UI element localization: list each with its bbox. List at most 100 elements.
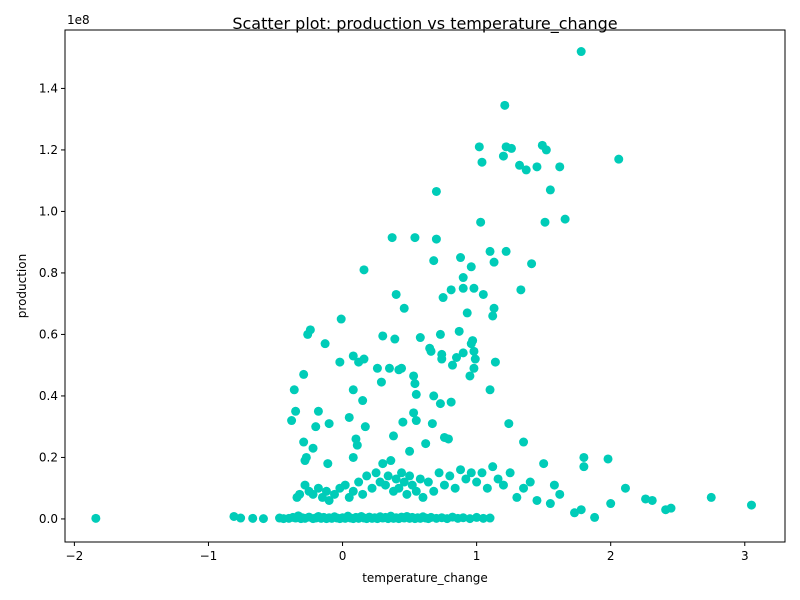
data-point bbox=[324, 419, 334, 429]
data-point bbox=[359, 265, 369, 275]
data-point bbox=[354, 477, 364, 487]
y-tick-label: 0.6 bbox=[39, 327, 58, 341]
data-point bbox=[469, 363, 479, 373]
data-point bbox=[647, 495, 657, 505]
data-point bbox=[606, 499, 616, 509]
y-tick-label: 1.4 bbox=[39, 81, 58, 95]
data-point bbox=[399, 303, 409, 313]
data-point bbox=[399, 477, 409, 487]
data-point bbox=[336, 314, 346, 324]
data-point bbox=[746, 500, 756, 510]
y-tick-label: 0.4 bbox=[39, 389, 58, 403]
data-point bbox=[378, 459, 388, 469]
data-point bbox=[590, 512, 600, 522]
data-point bbox=[287, 416, 297, 426]
y-offset-label: 1e8 bbox=[67, 13, 90, 27]
data-point bbox=[468, 336, 478, 346]
data-point bbox=[489, 303, 499, 313]
data-point bbox=[423, 477, 433, 487]
data-point bbox=[527, 259, 537, 269]
data-point bbox=[490, 357, 500, 367]
y-axis: 0.0 0.2 0.4 0.6 0.8 1.0 1.2 1.4 bbox=[39, 81, 65, 526]
data-point bbox=[367, 483, 377, 493]
data-point bbox=[305, 325, 315, 335]
data-point bbox=[391, 289, 401, 299]
data-point bbox=[472, 477, 482, 487]
data-point bbox=[313, 483, 323, 493]
x-tick-label: 2 bbox=[607, 549, 615, 563]
data-point bbox=[291, 406, 301, 416]
data-point bbox=[320, 339, 330, 349]
data-point bbox=[576, 47, 586, 57]
data-point bbox=[397, 363, 407, 373]
x-axis-label: temperature_change bbox=[362, 571, 488, 585]
x-tick-label: 0 bbox=[339, 549, 347, 563]
data-point bbox=[539, 459, 549, 469]
data-point bbox=[519, 483, 529, 493]
data-point bbox=[472, 512, 482, 522]
data-point bbox=[620, 483, 630, 493]
data-point bbox=[532, 162, 542, 172]
points-layer bbox=[91, 47, 756, 524]
data-point bbox=[498, 480, 508, 490]
data-point bbox=[236, 513, 246, 523]
data-point bbox=[493, 474, 503, 484]
data-point bbox=[348, 385, 358, 395]
data-point bbox=[477, 468, 487, 478]
data-point bbox=[666, 503, 676, 513]
data-point bbox=[313, 406, 323, 416]
data-point bbox=[91, 513, 101, 523]
data-point bbox=[446, 285, 456, 295]
data-point bbox=[402, 489, 412, 499]
data-point bbox=[348, 351, 358, 361]
data-point bbox=[308, 489, 318, 499]
data-point bbox=[570, 508, 579, 518]
data-point bbox=[465, 371, 475, 381]
data-point bbox=[452, 353, 462, 362]
data-point bbox=[466, 262, 476, 272]
data-point bbox=[485, 246, 495, 256]
data-point bbox=[521, 165, 531, 175]
data-point bbox=[545, 499, 555, 509]
data-point bbox=[458, 273, 468, 283]
data-point bbox=[549, 480, 559, 490]
data-point bbox=[603, 454, 613, 464]
data-point bbox=[641, 494, 651, 504]
data-point bbox=[295, 489, 305, 499]
data-point bbox=[435, 399, 445, 409]
data-point bbox=[456, 465, 466, 475]
data-point bbox=[411, 416, 421, 426]
data-point bbox=[465, 514, 475, 524]
data-point bbox=[330, 489, 339, 499]
data-point bbox=[540, 217, 550, 227]
x-tick-label: −1 bbox=[200, 549, 218, 563]
data-point bbox=[485, 385, 495, 395]
data-point bbox=[390, 334, 400, 344]
data-point bbox=[458, 348, 468, 358]
data-point bbox=[421, 439, 431, 449]
plot-frame bbox=[64, 29, 786, 543]
data-point bbox=[576, 505, 586, 515]
data-point bbox=[489, 257, 499, 267]
y-tick-label: 0.2 bbox=[39, 450, 58, 464]
data-point bbox=[289, 385, 299, 395]
data-point bbox=[386, 456, 396, 466]
data-point bbox=[358, 489, 368, 499]
x-axis: −2 −1 0 1 2 3 bbox=[66, 542, 749, 563]
data-point bbox=[469, 283, 479, 293]
data-point bbox=[348, 486, 358, 496]
data-point bbox=[410, 233, 420, 243]
data-point bbox=[541, 145, 551, 155]
data-point bbox=[391, 474, 401, 484]
data-point bbox=[229, 511, 239, 521]
data-point bbox=[429, 486, 439, 496]
data-point bbox=[439, 480, 449, 490]
data-point bbox=[485, 513, 495, 523]
data-point bbox=[431, 186, 441, 196]
data-point bbox=[488, 311, 498, 321]
data-point bbox=[387, 233, 397, 243]
data-point bbox=[516, 285, 526, 295]
data-point bbox=[411, 389, 421, 399]
data-point bbox=[371, 468, 381, 478]
data-point bbox=[437, 349, 447, 359]
